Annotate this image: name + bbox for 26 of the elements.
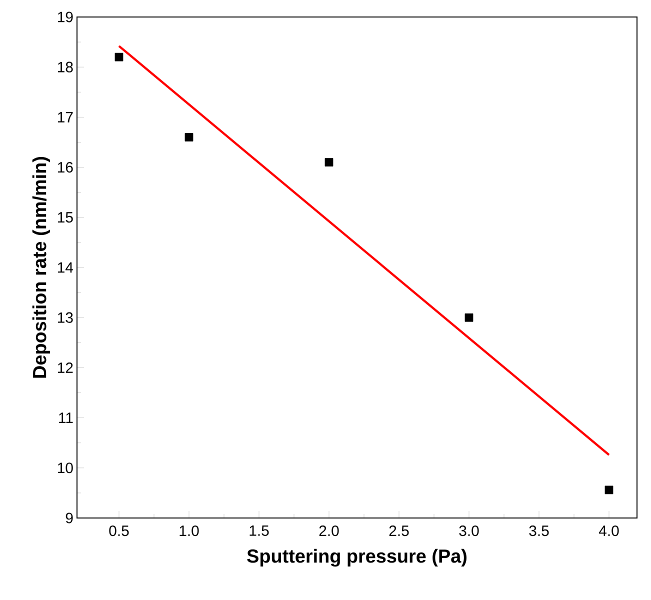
y-tick-label: 16 [58,162,73,173]
x-tick-label: 1.5 [250,526,269,536]
y-tick-label: 15 [58,212,73,223]
y-tick-label: 12 [58,362,73,373]
y-tick-label: 19 [58,12,73,22]
x-tick-label: 2.5 [389,526,409,536]
point [184,133,194,142]
y-tick-label: 18 [58,62,73,72]
x-tick-label: 2.0 [319,526,339,536]
x-tick-label: 3.0 [459,526,479,536]
y-tick-label: 11 [59,412,73,423]
y-tick-label: 17 [58,112,73,122]
y-tick-label: 9 [66,512,73,524]
point [114,52,124,62]
point [604,486,614,494]
point [324,158,334,166]
y-tick-label: 13 [58,312,73,323]
y-tick-label: 14 [58,262,74,273]
y-tick-label: 10 [58,462,73,474]
x-tick-label: 4.0 [598,526,619,536]
x-tick-label: 3.5 [529,526,549,536]
y-axis-title: Deposition rate (nm/min) [32,156,50,378]
point [464,313,474,322]
x-tick-label: 1.0 [180,526,199,536]
x-axis-title: Sputtering pressure (Pa) [247,548,466,567]
x-tick-label: 0.5 [109,526,129,536]
